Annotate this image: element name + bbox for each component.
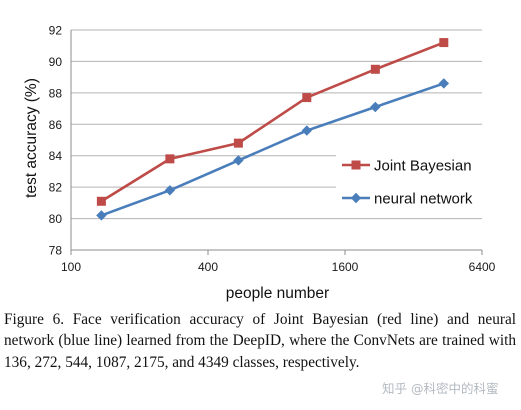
joint-bayesian-point [165,154,175,164]
y-tick-label: 88 [49,86,63,100]
y-tick-label: 84 [49,149,63,163]
y-tick-label: 82 [49,181,63,195]
joint-bayesian-point [233,138,243,148]
y-tick-label: 86 [49,118,63,132]
legend-joint-bayesian-marker [351,160,361,170]
neural-network-point [164,185,176,196]
y-tick-label: 80 [49,212,63,226]
figure-caption: Figure 6. Face verification accuracy of … [4,311,516,371]
legend-neural-network-label: neural network [374,191,473,208]
legend-box [336,146,506,218]
legend-joint-bayesian-label: Joint Bayesian [374,158,472,175]
joint-bayesian-point [302,93,312,103]
x-tick-label: 400 [198,260,218,274]
joint-bayesian-point [96,196,106,206]
x-tick-label: 1600 [332,260,359,274]
neural-network-point [96,210,107,221]
neural-network-point [233,155,244,166]
x-axis-title: people number [226,285,329,302]
legend-neural-network-marker [350,192,362,204]
y-axis-title: test accuracy (%) [23,78,40,198]
chart-svg: 78 80 82 84 86 88 90 92 100 400 1600 6400 people num… [23,23,506,302]
x-tick-label: 6400 [469,260,496,274]
chart: 78 80 82 84 86 88 90 92 100 400 1600 6400 people num… [23,23,506,302]
neural-network-point [438,78,450,89]
neural-network-point [301,125,312,136]
joint-bayesian-point [439,38,449,48]
neural-network-point [370,101,381,113]
x-tick-label: 100 [61,260,81,274]
watermark: 知乎 @科密中的科蜜 [382,381,499,396]
y-tick-label: 78 [49,244,63,258]
joint-bayesian-line [100,41,445,203]
neural-network-line [100,82,445,217]
y-tick-label: 90 [49,55,63,69]
joint-bayesian-point [370,64,380,74]
y-tick-label: 92 [49,24,63,38]
